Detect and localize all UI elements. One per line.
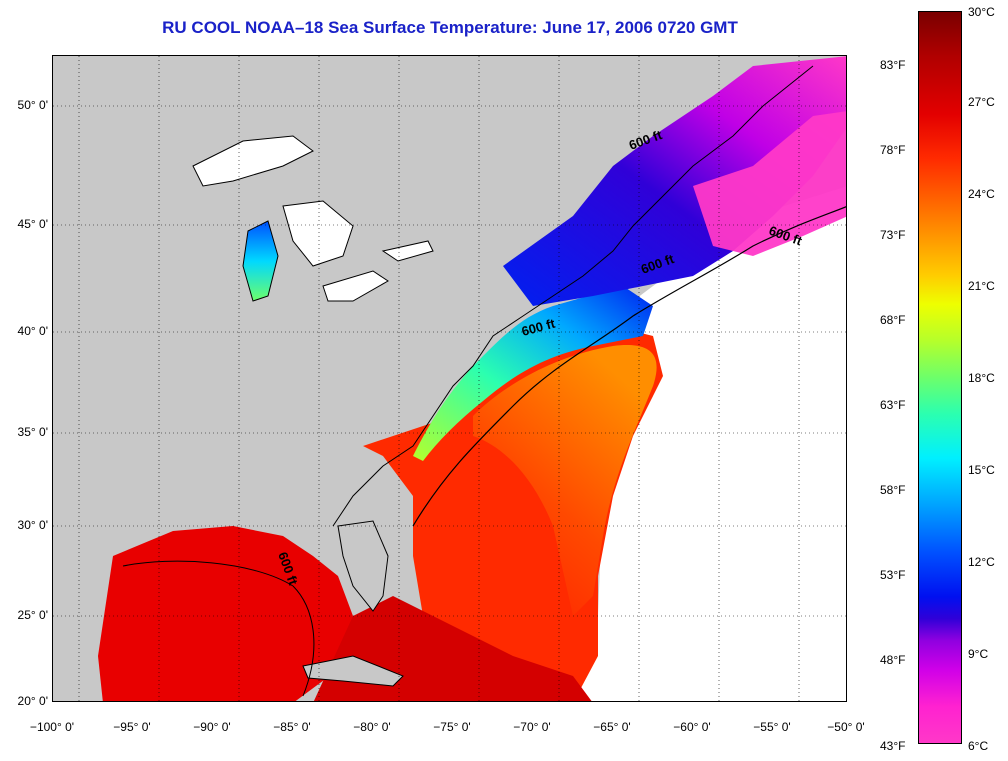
colorbar-c-label-21: 21°C: [968, 279, 995, 293]
colorbar-c-label-18: 18°C: [968, 371, 995, 385]
colorbar-f-label-78: 78°F: [880, 143, 906, 157]
lon-label-55: −55° 0': [753, 720, 791, 734]
isobath-600ft-gulf: [122, 560, 315, 697]
lat-label-40: 40° 0': [17, 324, 48, 338]
colorbar-c-label-24: 24°C: [968, 187, 995, 201]
gulf-of-mexico-water: [98, 526, 353, 701]
colorbar-f-label-63: 63°F: [880, 398, 906, 412]
colorbar-c-label-9: 9°C: [968, 647, 989, 661]
map-title: RU COOL NOAA–18 Sea Surface Temperature:…: [162, 18, 738, 37]
colorbar-f-label-83: 83°F: [880, 58, 906, 72]
shelf-water: [413, 286, 653, 461]
lat-label-30: 30° 0': [17, 518, 48, 532]
cuba: [302, 655, 404, 687]
lat-label-20: 20° 0': [17, 694, 48, 708]
temperature-colorbar: [918, 11, 962, 744]
cold-patch-northeast: [693, 111, 846, 256]
lake-erie: [322, 270, 389, 302]
lake-michigan: [242, 220, 279, 302]
graticule: [53, 56, 846, 701]
east-coastline: [332, 65, 814, 527]
lat-label-45: 45° 0': [17, 217, 48, 231]
lon-label-75: −75° 0': [433, 720, 471, 734]
sst-map-canvas: 600 ft 600 ft 600 ft 600 ft 600 ft: [53, 56, 846, 701]
lake-huron: [282, 200, 354, 267]
colorbar-f-label-58: 58°F: [880, 483, 906, 497]
colorbar-c-label-30: 30°C: [968, 5, 995, 19]
gulf-stream: [473, 345, 657, 616]
lon-label-50: −50° 0': [827, 720, 865, 734]
lon-label-100: −100° 0': [29, 720, 75, 734]
colorbar-c-label-27: 27°C: [968, 95, 995, 109]
colorbar-c-label-12: 12°C: [968, 555, 995, 569]
lon-label-60: −60° 0': [673, 720, 711, 734]
lon-label-90: −90° 0': [193, 720, 231, 734]
lon-label-95: −95° 0': [113, 720, 151, 734]
lake-ontario: [381, 240, 434, 262]
colorbar-f-label-43: 43°F: [880, 739, 906, 753]
lon-label-85: −85° 0': [273, 720, 311, 734]
lon-label-80: −80° 0': [353, 720, 391, 734]
lat-label-25: 25° 0': [17, 608, 48, 622]
lat-label-35: 35° 0': [17, 425, 48, 439]
colorbar-c-label-6: 6°C: [968, 739, 989, 753]
florida-peninsula: [337, 520, 389, 612]
lat-label-50: 50° 0': [17, 98, 48, 112]
colorbar-f-label-73: 73°F: [880, 228, 906, 242]
lon-label-65: −65° 0': [593, 720, 631, 734]
northern-cold-water: [503, 56, 846, 306]
lon-label-70: −70° 0': [513, 720, 551, 734]
sst-map[interactable]: 600 ft 600 ft 600 ft 600 ft 600 ft: [52, 55, 847, 702]
colorbar-f-label-53: 53°F: [880, 568, 906, 582]
isobath-600ft: [412, 206, 846, 527]
colorbar-c-label-15: 15°C: [968, 463, 995, 477]
lake-superior: [192, 135, 314, 187]
colorbar-f-label-68: 68°F: [880, 313, 906, 327]
colorbar-f-label-48: 48°F: [880, 653, 906, 667]
